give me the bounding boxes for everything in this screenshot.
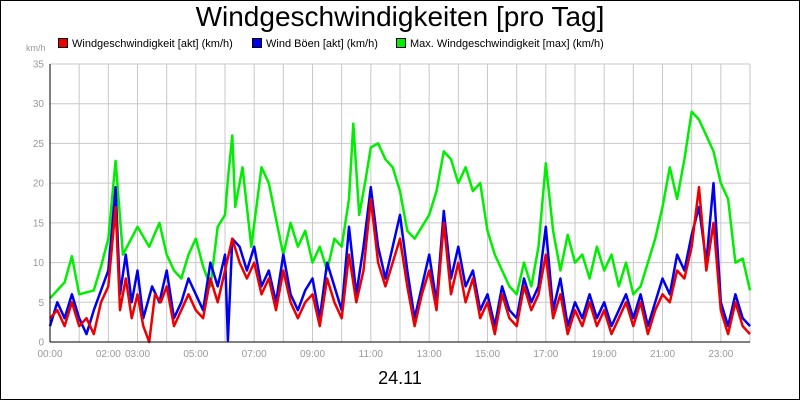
grid-layer	[49, 63, 751, 343]
legend-item-max-wind: Max. Windgeschwindigkeit [max] (km/h)	[396, 38, 604, 50]
x-tick-label: 11:00	[359, 349, 384, 360]
y-unit-label: km/h	[26, 43, 46, 53]
x-tick-label: 05:00	[183, 349, 208, 360]
x-tick-label: 13:00	[417, 349, 442, 360]
y-tick-label: 0	[38, 338, 44, 349]
y-tick-label: 5	[38, 298, 44, 309]
x-tick-label: 23:00	[708, 349, 733, 360]
series-line-wind-speed	[49, 185, 751, 344]
x-tick-label: 02:00	[96, 349, 121, 360]
legend-item-gusts: Wind Böen [akt] (km/h)	[252, 38, 378, 50]
legend-swatch-gusts	[252, 38, 262, 48]
series-layer	[48, 110, 752, 344]
x-tick-label: 21:00	[650, 349, 675, 360]
x-tick-label: 00:00	[37, 349, 62, 360]
y-tick-label: 35	[33, 60, 45, 71]
x-axis-date-label: 24.11	[378, 368, 422, 388]
legend-label-wind-speed: Windgeschwindigkeit [akt] (km/h)	[72, 38, 233, 50]
y-tick-label: 30	[33, 99, 45, 110]
series-line-gusts	[48, 181, 751, 342]
legend-label-gusts: Wind Böen [akt] (km/h)	[266, 38, 378, 50]
legend-swatch-max-wind	[396, 38, 406, 48]
x-tick-label: 03:00	[125, 349, 150, 360]
y-tick-label: 10	[33, 258, 45, 269]
chart-title: Windgeschwindigkeiten [pro Tag]	[195, 1, 605, 32]
x-tick-label: 09:00	[300, 349, 325, 360]
x-tick-label: 17:00	[533, 349, 558, 360]
legend-swatch-wind-speed	[58, 38, 68, 48]
series-line-max-wind	[49, 110, 752, 300]
y-tick-label: 25	[33, 139, 45, 150]
x-tick-label: 15:00	[475, 349, 500, 360]
legend-item-wind-speed: Windgeschwindigkeit [akt] (km/h)	[58, 38, 233, 50]
y-tick-label: 15	[33, 218, 45, 229]
x-tick-label: 19:00	[592, 349, 617, 360]
y-tick-label: 20	[33, 179, 45, 190]
axis-layer: 0 5 10 15 20 25 30 35 00:00 02:00 03:00 05:00 07:00 0…	[33, 60, 750, 360]
legend-label-max-wind: Max. Windgeschwindigkeit [max] (km/h)	[410, 38, 604, 50]
x-tick-label: 07:00	[242, 349, 267, 360]
